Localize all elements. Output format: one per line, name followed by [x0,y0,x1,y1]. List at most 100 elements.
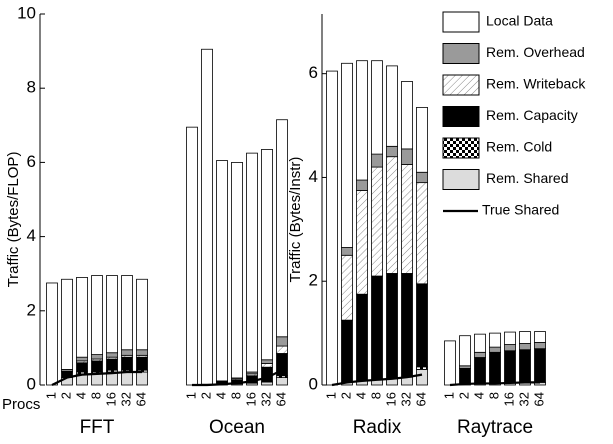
bar-segment [416,182,428,285]
x-tick-label: 1 [323,392,338,399]
x-axis-title: Procs [2,396,40,413]
bar-segment [136,278,148,351]
legend-label: Rem. Capacity [486,107,578,123]
bar-segment [519,349,531,383]
x-tick-label: 64 [531,392,546,406]
bar-segment [416,369,428,386]
bar-segment [416,106,428,173]
x-tick-label: 1 [43,392,58,399]
bar-segment [371,275,383,381]
bar-segment [356,293,368,382]
x-tick-label: 32 [516,392,531,406]
bar-segment [489,332,501,348]
bar-segment [106,275,118,354]
true-shared-line [192,369,283,387]
bar-segment [46,282,58,386]
bar-segment [489,346,501,353]
group-label: Radix [353,417,402,438]
x-tick-label: 4 [471,392,486,399]
x-tick-label: 8 [486,392,501,399]
bar-segment [186,126,198,386]
bar-segment [504,331,516,345]
x-tick-label: 2 [456,392,471,399]
bar-segment [341,62,353,248]
bar-segment [341,319,353,383]
y-tick-label: 6 [27,152,36,171]
legend-swatch [442,74,480,96]
bar-segment [504,344,516,352]
x-tick-label: 2 [338,392,353,399]
x-tick-label: 1 [183,392,198,399]
bar-segment [386,145,398,158]
y-tick-label: 2 [27,300,36,319]
bar-segment [386,156,398,274]
bar-segment [276,119,288,338]
bar-segment [474,333,486,353]
bar-segment [231,161,243,379]
y-tick-label: 6 [309,63,318,82]
bar-segment [444,340,456,386]
y-axis-title: Traffic (Bytes/Instr) [287,157,304,283]
legend-label: Rem. Cold [486,139,552,155]
x-tick-label: 16 [243,392,258,406]
legend-swatch [442,11,480,33]
bar-segment [504,350,516,384]
bar-segment [341,254,353,321]
y-tick-label: 10 [17,3,36,22]
y-tick-label: 0 [309,374,318,393]
bar-segment [326,70,338,386]
legend-label: True Shared [482,202,559,218]
bar-segment [386,273,398,380]
bar-segment [474,351,486,358]
bar-segment [519,331,531,344]
bar-segment [91,275,103,355]
x-tick-label: 1 [441,392,456,399]
bar-segment [76,277,88,358]
bar-segment [371,60,383,155]
y-tick-label: 4 [27,226,36,245]
bar-segment [534,342,546,350]
bar-segment [416,171,428,184]
x-tick-label: 8 [88,392,103,399]
true-shared-line [51,370,142,386]
bar-segment [91,373,103,386]
bar-segment [216,160,228,382]
bar-segment [474,357,486,384]
x-tick-label: 16 [501,392,516,406]
bar-segment [61,278,73,370]
bar-segment [261,149,273,361]
bar-segment [356,60,368,181]
bar-segment [371,153,383,168]
bar-segment [459,335,471,367]
x-tick-label: 64 [273,392,288,406]
legend-label: Rem. Overhead [486,44,585,60]
legend-swatch [442,169,480,190]
x-tick-label: 16 [103,392,118,406]
x-tick-label: 8 [228,392,243,399]
bar-segment [121,356,133,371]
bar-segment [136,356,148,371]
x-tick-label: 4 [353,392,368,399]
bar-segment [276,377,288,386]
bar-segment [401,81,413,150]
y-tick-label: 2 [309,271,318,290]
bar-segment [459,367,471,385]
bar-segment [106,352,118,358]
bar-segment [534,348,546,383]
legend-swatch [442,106,480,127]
bar-segment [356,179,368,191]
bar-segment [276,345,288,354]
bar-segment [371,166,383,277]
y-tick-label: 4 [309,167,318,186]
x-tick-label: 32 [398,392,413,406]
bar-segment [401,164,413,274]
y-tick-label: 8 [27,78,36,97]
bar-segment [386,65,398,147]
group-label: FFT [80,417,115,438]
bar-segment [246,152,258,373]
x-tick-label: 4 [73,392,88,399]
group-label: Raytrace [457,417,533,438]
bar-segment [136,349,148,356]
bar-segment [519,343,531,351]
